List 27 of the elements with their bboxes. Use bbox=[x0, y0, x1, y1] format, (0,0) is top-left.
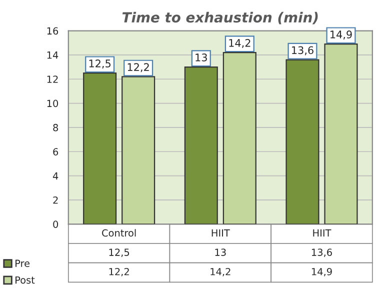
data-label: 13 bbox=[215, 248, 226, 256]
x-tick-label: HIIT bbox=[313, 229, 332, 236]
legend-label: Pre bbox=[16, 260, 30, 268]
x-tick-label: HIIT bbox=[212, 229, 230, 236]
chart-title: Time to exhaustion (min) bbox=[122, 12, 318, 24]
y-tick-label: 10 bbox=[47, 100, 58, 108]
y-tick-label: 0 bbox=[53, 220, 58, 228]
text: 12,2 bbox=[128, 63, 149, 72]
y-tick-label: 8 bbox=[53, 124, 58, 132]
y-tick-label: 14 bbox=[47, 52, 58, 59]
text: 13 bbox=[196, 54, 207, 62]
data-label: 12,5 bbox=[109, 248, 130, 257]
text: 14,9 bbox=[330, 30, 352, 40]
text: 12,5 bbox=[89, 60, 110, 68]
y-tick-label: 6 bbox=[53, 148, 58, 156]
x-tick-label: Control bbox=[102, 229, 136, 237]
text: 14,2 bbox=[229, 38, 250, 48]
y-tick-label: 2 bbox=[53, 196, 58, 204]
y-tick-label: 12 bbox=[47, 76, 58, 83]
data-label: 14,9 bbox=[312, 268, 332, 276]
legend-label: Post bbox=[16, 276, 35, 284]
data-label: 13,6 bbox=[312, 248, 332, 257]
text: 13,6 bbox=[292, 46, 314, 56]
y-tick-label: 16 bbox=[47, 27, 58, 35]
data-label: 14,2 bbox=[210, 268, 230, 276]
y-tick-label: 4 bbox=[52, 172, 58, 180]
data-label: 12,2 bbox=[109, 268, 129, 276]
